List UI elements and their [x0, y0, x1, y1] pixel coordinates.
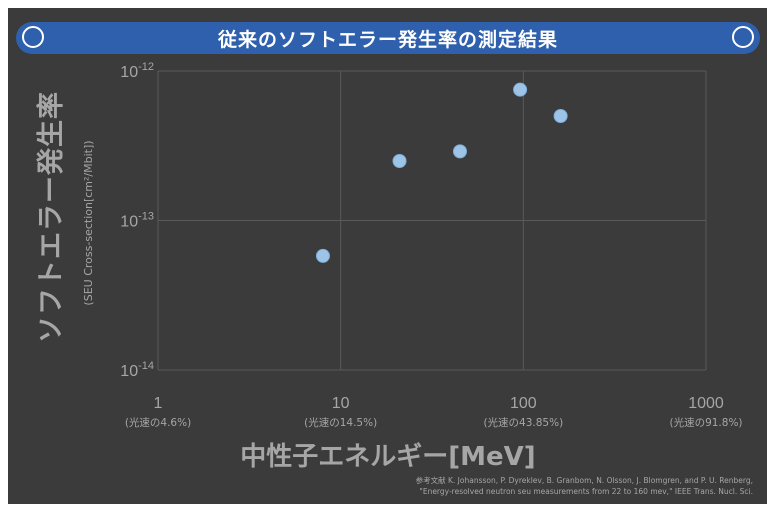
slide: 従来のソフトエラー発生率の測定結果 1 (光速の4.6%) 10 (光速の14.5%)…	[8, 8, 767, 504]
title-banner: 従来のソフトエラー発生率の測定結果	[16, 22, 760, 54]
x-tick-sublabel: (光速の4.6%)	[125, 416, 191, 429]
y-axis-title: ソフトエラー発生率	[36, 91, 67, 343]
x-axis-title: 中性子エネルギー[MeV]	[240, 442, 536, 472]
data-point	[553, 109, 568, 124]
y-axis-subtitle: (SEU Cross-section[cm²/Mbit])	[82, 140, 95, 306]
data-point	[513, 82, 528, 97]
data-point	[452, 144, 467, 159]
y-tick-label: 10-12	[120, 61, 154, 81]
circle-icon-right	[732, 26, 754, 48]
x-tick-sublabel: (光速の14.5%)	[304, 416, 377, 429]
x-tick-label: 1	[154, 395, 163, 412]
data-point	[392, 154, 407, 169]
circle-icon-left	[22, 26, 44, 48]
reference-line-1: 参考文献 K. Johansson, P. Dyreklev, B. Granb…	[415, 476, 753, 485]
y-tick-label: 10-14	[120, 360, 154, 380]
y-tick-label: 10-13	[120, 211, 154, 231]
reference-line-2: "Energy-resolved neutron seu measurement…	[419, 487, 753, 496]
data-point	[315, 248, 330, 263]
x-tick-label: 10	[332, 395, 350, 412]
x-tick-label: 100	[510, 395, 537, 412]
x-tick-sublabel: (光速の91.8%)	[669, 416, 742, 429]
reference-citation: 参考文献 K. Johansson, P. Dyreklev, B. Granb…	[416, 475, 753, 497]
x-tick-label: 1000	[688, 395, 724, 412]
page-title: 従来のソフトエラー発生率の測定結果	[217, 28, 558, 51]
x-tick-sublabel: (光速の43.85%)	[483, 416, 563, 429]
scatter-chart: 1 (光速の4.6%) 10 (光速の14.5%) 100 (光速の43.85%) 1000…	[120, 61, 742, 429]
